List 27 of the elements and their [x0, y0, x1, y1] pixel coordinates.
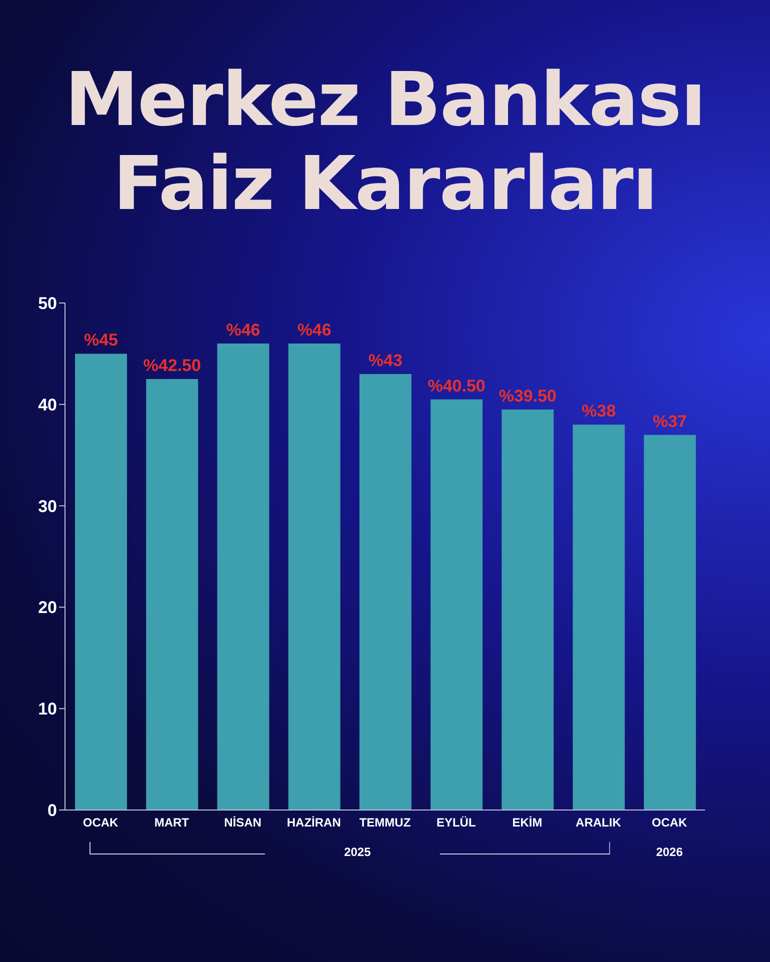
x-tick-label: MART	[154, 816, 190, 830]
y-tick-label: 10	[38, 700, 57, 719]
x-tick-label: NİSAN	[224, 816, 262, 830]
data-label: %43	[368, 350, 402, 370]
x-tick-label: EKİM	[512, 816, 542, 830]
data-label: %46	[226, 320, 260, 340]
chart-title: Merkez Bankası Faiz Kararları	[64, 57, 706, 227]
y-tick-label: 50	[38, 294, 57, 314]
y-tick-label: 0	[48, 801, 57, 820]
data-label: %39.50	[498, 386, 557, 406]
data-label: %42.50	[143, 356, 201, 376]
text: 2025	[343, 845, 372, 859]
data-label: %38	[582, 402, 616, 421]
x-tick-label: ARALIK	[576, 816, 622, 830]
data-label: %46	[297, 320, 332, 340]
x-tick-label: TEMMUZ	[359, 816, 411, 830]
x-tick-label: OCAK	[82, 816, 119, 830]
x-tick-label: EYLÜL	[436, 816, 476, 830]
data-label: %40.50	[428, 376, 486, 396]
y-tick-label: 20	[38, 598, 57, 618]
y-tick-label: 40	[38, 395, 57, 414]
text: 2026	[655, 845, 684, 859]
x-tick-label: HAZİRAN	[286, 816, 341, 830]
data-label: %45	[84, 330, 118, 350]
data-label: %37	[652, 412, 687, 431]
y-tick-label: 30	[38, 496, 57, 516]
x-tick-label: OCAK	[652, 816, 688, 830]
